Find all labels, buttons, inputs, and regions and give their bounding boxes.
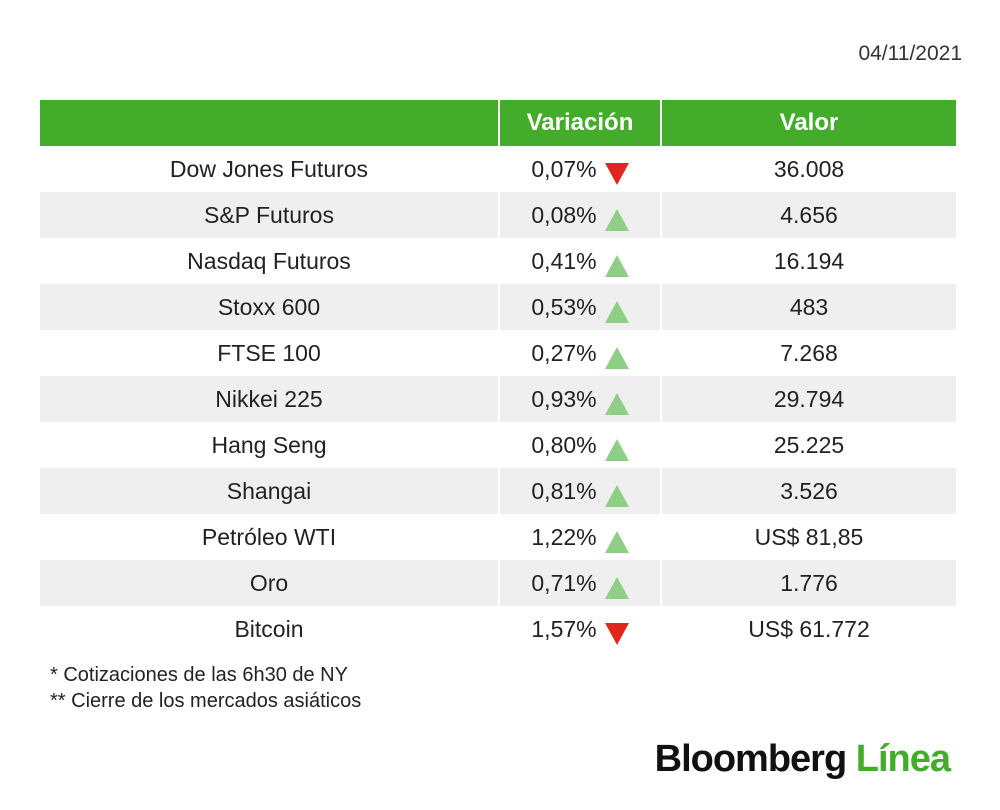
table-header: Variación Valor (40, 100, 956, 146)
arrow-down-icon (604, 623, 629, 645)
row-value: 29.794 (773, 386, 845, 412)
row-variation: 1,22% (531, 524, 597, 550)
row-value: 16.194 (773, 248, 845, 274)
table-row: Nasdaq Futuros 0,41% 16.194 (40, 238, 956, 284)
row-variation: 0,41% (531, 248, 597, 274)
row-variation-cell: 0,07% (498, 146, 662, 192)
row-value: US$ 61.772 (748, 616, 870, 642)
row-variation-cell: 0,41% (498, 238, 662, 284)
row-variation-cell: 0,53% (498, 284, 662, 330)
row-variation: 0,80% (531, 432, 597, 458)
row-variation: 0,81% (531, 478, 597, 504)
logo-suffix: Línea (855, 738, 951, 780)
row-value: 3.526 (780, 478, 838, 504)
arrow-up-icon (604, 255, 629, 277)
date-label: 04/11/2021 (858, 42, 962, 65)
row-name: Dow Jones Futuros (169, 156, 369, 182)
row-variation-cell: 0,80% (498, 422, 662, 468)
row-variation: 0,53% (531, 294, 597, 320)
row-name: Oro (249, 570, 289, 596)
header-value: Valor (779, 109, 839, 136)
table-row: Bitcoin 1,57% US$ 61.772 (40, 606, 956, 652)
row-variation-cell: 0,81% (498, 468, 662, 514)
arrow-up-icon (604, 485, 629, 507)
row-variation-cell: 0,08% (498, 192, 662, 238)
table-row: Oro 0,71% 1.776 (40, 560, 956, 606)
table-row: FTSE 100 0,27% 7.268 (40, 330, 956, 376)
table-row: Stoxx 600 0,53% 483 (40, 284, 956, 330)
row-value: US$ 81,85 (754, 524, 864, 550)
row-name: Bitcoin (234, 616, 304, 642)
footnote-asia: ** Cierre de los mercados asiáticos (50, 690, 362, 712)
row-variation: 0,93% (531, 386, 597, 412)
row-name: Stoxx 600 (217, 294, 321, 320)
arrow-up-icon (604, 347, 629, 369)
market-table: Variación Valor Dow Jones Futuros 0,07% 36… (40, 100, 956, 652)
row-variation-cell: 1,57% (498, 606, 662, 652)
row-variation: 0,08% (531, 202, 597, 228)
row-value: 483 (789, 294, 829, 320)
arrow-up-icon (604, 301, 629, 323)
row-name: S&P Futuros (204, 202, 334, 228)
logo-brand: Bloomberg (654, 738, 848, 780)
arrow-up-icon (604, 393, 629, 415)
row-variation: 0,27% (531, 340, 597, 366)
row-name: FTSE 100 (217, 340, 321, 366)
arrow-up-icon (604, 531, 629, 553)
table-row: Shangai 0,81% 3.526 (40, 468, 956, 514)
row-variation: 1,57% (531, 616, 597, 642)
table-row: S&P Futuros 0,08% 4.656 (40, 192, 956, 238)
bloomberg-linea-logo: Bloomberg Línea (654, 738, 951, 781)
row-variation-cell: 0,27% (498, 330, 662, 376)
table-row: Hang Seng 0,80% 25.225 (40, 422, 956, 468)
footnote-quotes: * Cotizaciones de las 6h30 de NY (50, 664, 348, 686)
row-value: 1.776 (780, 570, 838, 596)
row-variation-cell: 1,22% (498, 514, 662, 560)
row-name: Nasdaq Futuros (187, 248, 351, 274)
arrow-up-icon (604, 439, 629, 461)
header-variation: Variación (498, 100, 662, 146)
row-name: Petróleo WTI (201, 524, 337, 550)
row-variation-cell: 0,93% (498, 376, 662, 422)
table-row: Dow Jones Futuros 0,07% 36.008 (40, 146, 956, 192)
row-name: Hang Seng (211, 432, 327, 458)
header-name (40, 100, 498, 146)
row-value: 36.008 (773, 156, 845, 182)
row-value: 7.268 (780, 340, 838, 366)
table-row: Petróleo WTI 1,22% US$ 81,85 (40, 514, 956, 560)
row-variation: 0,71% (531, 570, 597, 596)
arrow-up-icon (604, 209, 629, 231)
arrow-down-icon (604, 163, 629, 185)
row-value: 25.225 (773, 432, 845, 458)
row-variation: 0,07% (531, 156, 597, 182)
row-name: Shangai (226, 478, 312, 504)
row-value: 4.656 (780, 202, 838, 228)
row-variation-cell: 0,71% (498, 560, 662, 606)
footnotes: * Cotizaciones de las 6h30 de NY ** Cier… (50, 662, 361, 714)
table-row: Nikkei 225 0,93% 29.794 (40, 376, 956, 422)
table-body: Dow Jones Futuros 0,07% 36.008 S&P Futuros 0… (40, 146, 956, 652)
row-name: Nikkei 225 (215, 386, 323, 412)
arrow-up-icon (604, 577, 629, 599)
